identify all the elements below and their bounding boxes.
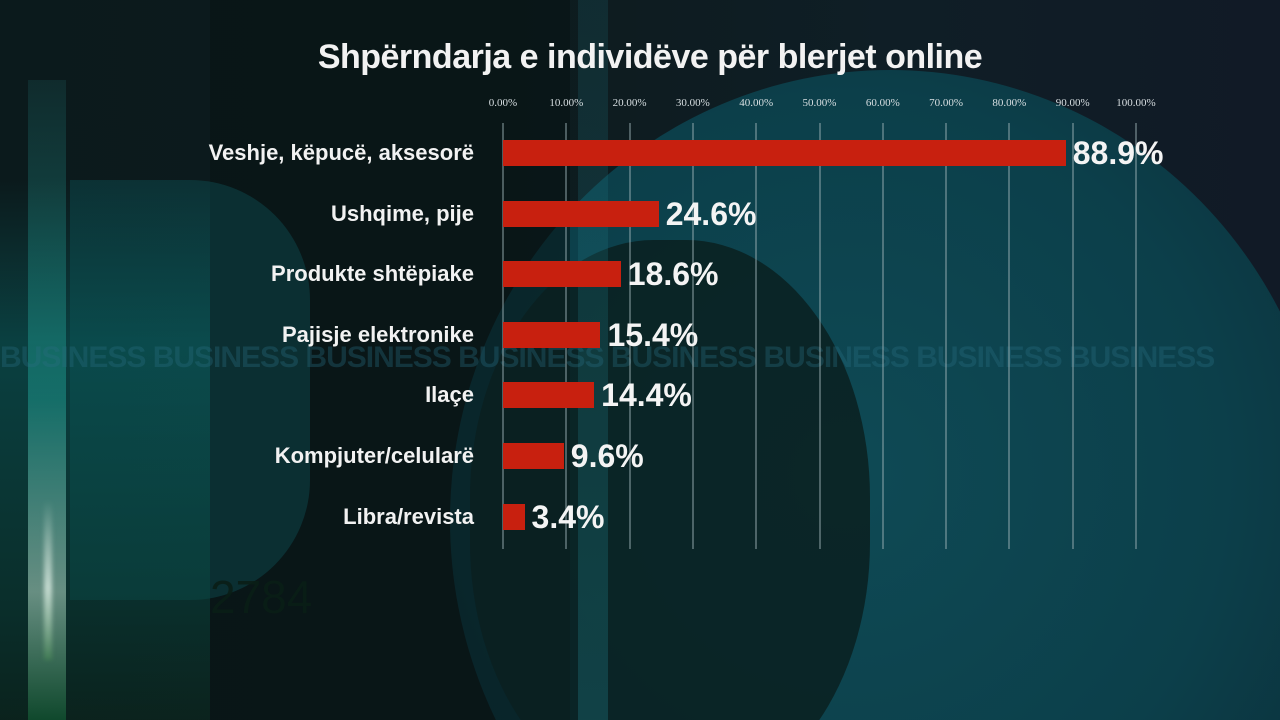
x-tick-label: 20.00% bbox=[612, 97, 647, 109]
category-label: Ilaçe bbox=[425, 382, 474, 408]
bar bbox=[503, 503, 525, 530]
x-tick-label: 80.00% bbox=[992, 97, 1027, 109]
chart-title: Shpërndarja e individëve për blerjet onl… bbox=[317, 38, 983, 76]
category-label: Libra/revista bbox=[343, 503, 474, 529]
category-label: Kompjuter/celularë bbox=[274, 443, 474, 468]
x-tick-label: 90.00% bbox=[1055, 97, 1090, 109]
background-left-shape bbox=[70, 180, 310, 600]
gridline bbox=[755, 123, 758, 549]
x-tick-label: 0.00% bbox=[488, 97, 518, 109]
gridline bbox=[818, 123, 821, 549]
category-label: Ushqime, pije bbox=[330, 200, 474, 226]
category-label: Pajisje elektronike bbox=[282, 321, 474, 347]
x-tick-label: 60.00% bbox=[865, 97, 900, 109]
bar bbox=[503, 321, 601, 348]
bar bbox=[503, 200, 659, 227]
gridline bbox=[1071, 123, 1074, 549]
bar-value-label: 88.9% bbox=[1072, 135, 1164, 171]
bar-value-label: 3.4% bbox=[531, 498, 605, 535]
background-number: 2784 bbox=[210, 571, 313, 623]
gridline bbox=[945, 123, 948, 549]
bar-value-label: 24.6% bbox=[665, 195, 757, 232]
x-tick-label: 40.00% bbox=[739, 97, 774, 109]
category-label: Veshje, këpucë, aksesorë bbox=[208, 140, 474, 165]
bar bbox=[503, 261, 621, 288]
bar-value-label: 14.4% bbox=[601, 377, 692, 414]
bar bbox=[503, 443, 564, 469]
x-tick-label: 70.00% bbox=[929, 97, 964, 109]
background-skyline-bars bbox=[28, 80, 66, 720]
bar bbox=[503, 140, 1066, 166]
gridline bbox=[691, 123, 694, 549]
background-inner-shape bbox=[470, 240, 870, 720]
bar-value-label: 18.6% bbox=[627, 256, 719, 293]
x-tick-label: 10.00% bbox=[549, 97, 584, 109]
bar bbox=[503, 382, 595, 409]
gridline bbox=[628, 123, 631, 549]
x-tick-label: 50.00% bbox=[802, 97, 837, 109]
gridline bbox=[1135, 123, 1137, 549]
bar-value-label: 15.4% bbox=[607, 316, 699, 353]
gridline bbox=[881, 123, 884, 549]
bar-value-label: 9.6% bbox=[570, 438, 644, 474]
background-light-beam bbox=[44, 500, 52, 660]
gridline bbox=[1008, 123, 1011, 549]
x-tick-label: 30.00% bbox=[675, 97, 710, 109]
background-left-glow bbox=[0, 180, 210, 720]
category-label: Produkte shtëpiake bbox=[271, 261, 474, 287]
x-tick-label: 100.00% bbox=[1116, 97, 1156, 109]
